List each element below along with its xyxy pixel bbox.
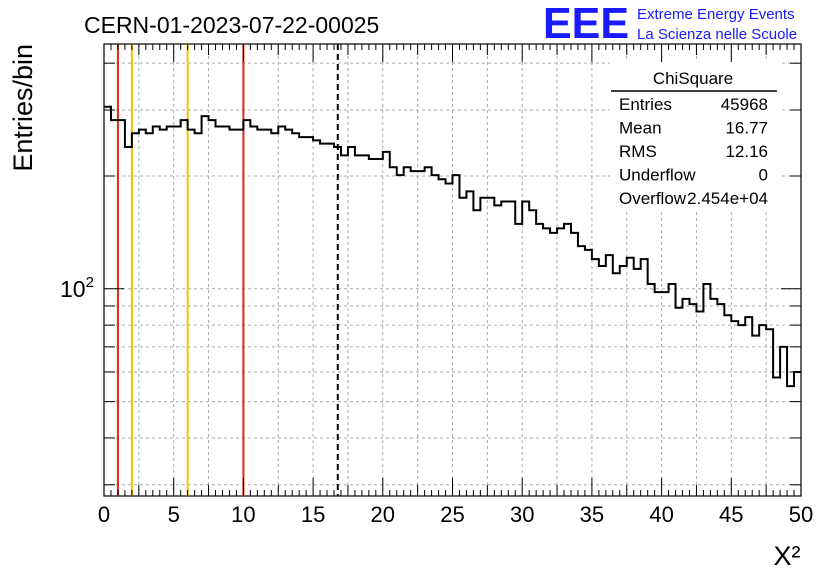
logo-line-1: Extreme Energy Events xyxy=(637,6,795,23)
stats-value: 12.16 xyxy=(725,142,768,161)
chart-title: CERN-01-2023-07-22-00025 xyxy=(84,12,379,38)
x-tick-label: 40 xyxy=(649,502,673,527)
stats-value: 45968 xyxy=(721,95,768,114)
x-tick-label: 20 xyxy=(371,502,395,527)
stats-label: Mean xyxy=(619,119,662,138)
stats-label: RMS xyxy=(619,142,657,161)
x-tick-label: 25 xyxy=(440,502,464,527)
logo-line-2: La Scienza nelle Scuole xyxy=(637,26,797,43)
histogram-line xyxy=(104,105,801,388)
x-tick-label: 45 xyxy=(719,502,743,527)
y-tick-label: 102 xyxy=(60,274,94,302)
x-tick-label: 15 xyxy=(301,502,325,527)
x-tick-label: 10 xyxy=(231,502,255,527)
stats-box: ChiSquare Entries 45968 Mean 16.77 RMS 12.16 U… xyxy=(610,62,780,210)
stats-label: Underflow xyxy=(619,166,696,185)
stats-title: ChiSquare xyxy=(653,69,733,88)
x-tick-label: 50 xyxy=(789,502,813,527)
y-axis-title: Entries/bin xyxy=(8,44,38,172)
x-tick-label: 30 xyxy=(510,502,534,527)
x-tick-labels: 0 5 10 15 20 25 30 35 40 45 50 xyxy=(98,502,813,527)
x-tick-label: 35 xyxy=(580,502,604,527)
x-tick-label: 0 xyxy=(98,502,110,527)
reference-lines xyxy=(116,44,339,496)
x-axis-title: X² xyxy=(774,541,801,571)
eee-logo: EEE xyxy=(543,0,629,48)
stats-value: 2.454e+04 xyxy=(687,189,768,208)
stats-value: 0 xyxy=(759,166,768,185)
stats-label: Overflow xyxy=(619,189,687,208)
stats-label: Entries xyxy=(619,95,672,114)
y-axis-ticks xyxy=(104,62,801,486)
grid xyxy=(104,44,801,496)
x-tick-label: 5 xyxy=(168,502,180,527)
stats-value: 16.77 xyxy=(725,119,768,138)
x-axis-ticks xyxy=(103,44,802,496)
